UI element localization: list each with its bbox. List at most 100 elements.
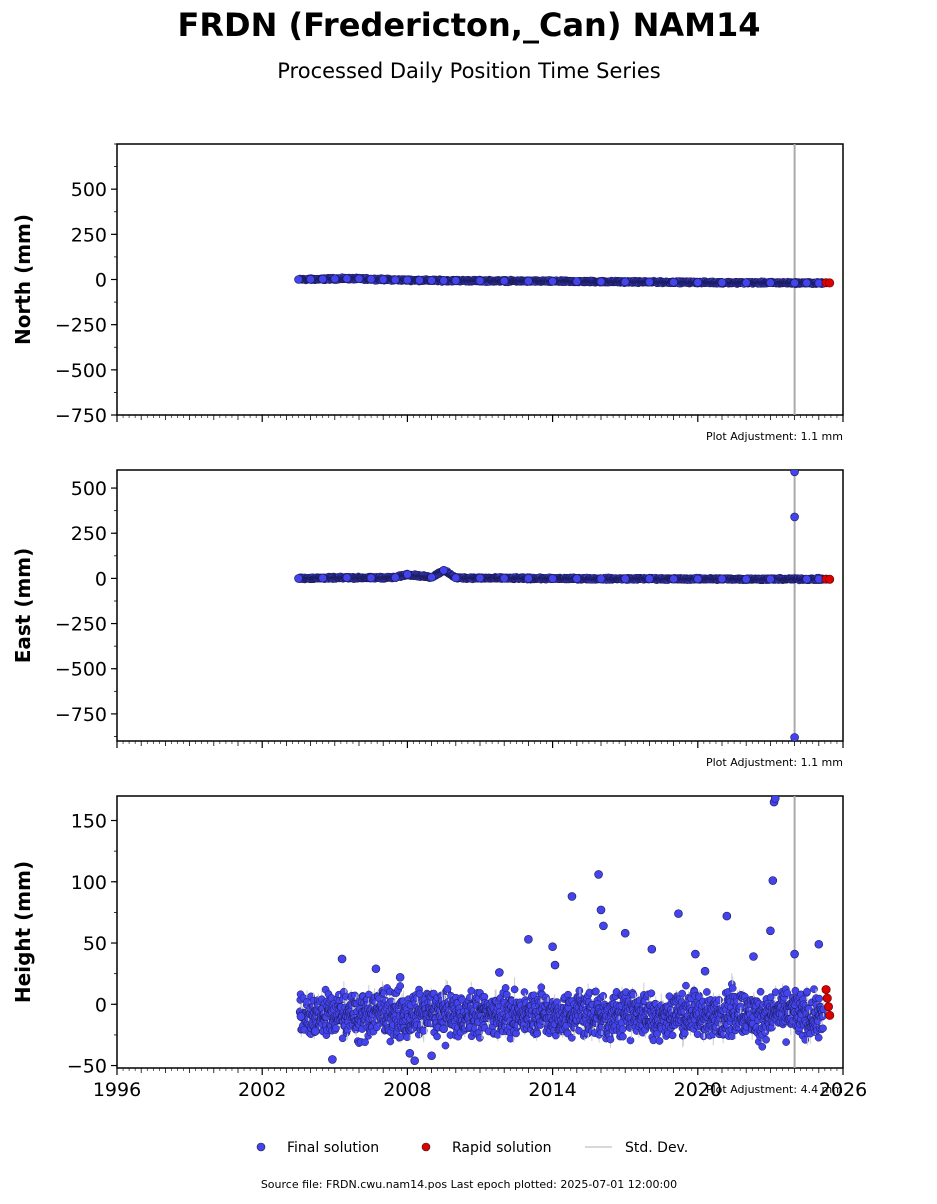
y-tick-label: −500	[55, 659, 107, 681]
panel-1: 500 250 0 −250 −500 −750 East (mm) Plot Adjustm…	[11, 468, 843, 769]
final-point	[433, 1033, 440, 1040]
final-point	[307, 275, 315, 283]
final-point	[549, 277, 557, 285]
final-point	[573, 277, 581, 285]
x-tick-label: 2002	[238, 1079, 286, 1101]
y-tick-label: −50	[67, 1056, 107, 1078]
final-point	[452, 574, 460, 582]
y-tick-label: 150	[71, 811, 107, 833]
final-point	[718, 575, 726, 583]
final-point	[355, 275, 363, 283]
final-point	[791, 513, 799, 521]
rapid-point	[825, 575, 833, 583]
y-tick-label: −250	[55, 614, 107, 636]
final-point	[597, 575, 605, 583]
y-tick-label: −750	[55, 405, 107, 427]
final-point	[670, 278, 678, 286]
chart-subtitle: Processed Daily Position Time Series	[277, 59, 661, 83]
final-point	[379, 276, 387, 284]
final-point	[295, 574, 303, 582]
x-tick-label: 2008	[383, 1079, 431, 1101]
y-tick-label: 250	[71, 523, 107, 545]
final-point	[621, 575, 629, 583]
final-point	[397, 982, 404, 989]
final-solution-cloud	[296, 973, 827, 1050]
final-point	[549, 575, 557, 583]
final-point	[319, 275, 327, 283]
data-area	[295, 144, 834, 415]
y-tick-label: −750	[55, 704, 107, 726]
y-tick-label: 100	[71, 872, 107, 894]
final-point	[343, 574, 351, 582]
final-point	[444, 985, 451, 992]
y-tick-label: 0	[95, 994, 107, 1016]
final-point	[319, 574, 327, 582]
plot-adjustment-label: Plot Adjustment: 1.1 mm	[706, 756, 843, 769]
final-point	[476, 277, 484, 285]
final-point	[694, 278, 702, 286]
final-point	[791, 733, 799, 741]
final-point	[645, 575, 653, 583]
final-point	[367, 574, 375, 582]
final-point	[803, 279, 811, 287]
y-axis-label: North (mm)	[11, 214, 35, 345]
final-point	[791, 279, 799, 287]
final-point	[397, 1033, 404, 1040]
final-point	[343, 275, 351, 283]
y-tick-label: −500	[55, 360, 107, 382]
final-point	[331, 275, 339, 283]
final-point	[295, 276, 303, 284]
final-point	[428, 573, 436, 581]
final-point	[766, 575, 774, 583]
y-tick-label: 500	[71, 179, 107, 201]
final-point	[524, 574, 532, 582]
final-point	[573, 575, 581, 583]
final-point	[500, 574, 508, 582]
axes-frame	[117, 470, 843, 741]
final-point	[361, 1039, 368, 1046]
plot-adjustment-label: Plot Adjustment: 1.1 mm	[706, 430, 843, 443]
final-point	[645, 278, 653, 286]
final-point	[416, 276, 424, 284]
final-point	[404, 1034, 411, 1041]
y-axis-label: Height (mm)	[11, 861, 35, 1003]
final-point	[367, 275, 375, 283]
x-tick-label: 1996	[93, 1079, 141, 1101]
final-point	[476, 574, 484, 582]
data-area	[296, 794, 834, 1068]
final-point	[621, 278, 629, 286]
plot-adjustment-label: Plot Adjustment: 4.4 mm	[706, 1083, 843, 1096]
y-tick-label: 500	[71, 478, 107, 500]
final-point	[524, 277, 532, 285]
y-tick-label: −250	[55, 315, 107, 337]
final-point	[440, 277, 448, 285]
final-point	[387, 1038, 394, 1045]
final-point	[670, 575, 678, 583]
final-point	[403, 570, 411, 578]
y-tick-label: 0	[95, 270, 107, 292]
final-point	[442, 1042, 449, 1049]
final-point	[742, 279, 750, 287]
y-tick-label: 50	[83, 933, 107, 955]
final-point	[597, 278, 605, 286]
final-point	[791, 468, 799, 476]
final-point	[766, 279, 774, 287]
final-point	[391, 276, 399, 284]
final-point	[428, 276, 436, 284]
final-point	[803, 575, 811, 583]
final-point	[694, 575, 702, 583]
final-point	[452, 277, 460, 285]
final-point	[500, 277, 508, 285]
final-point	[718, 279, 726, 287]
panel-0: 500 250 0 −250 −500 −750 North (mm) Plot Adjust…	[11, 144, 843, 443]
final-point	[391, 573, 399, 581]
chart-title: FRDN (Fredericton,_Can) NAM14	[178, 6, 761, 44]
rapid-point	[825, 279, 833, 287]
y-tick-label: 250	[71, 224, 107, 246]
y-tick-label: 0	[95, 568, 107, 590]
x-tick-label: 2014	[528, 1079, 576, 1101]
y-axis-label: East (mm)	[11, 548, 35, 664]
final-point	[742, 575, 750, 583]
